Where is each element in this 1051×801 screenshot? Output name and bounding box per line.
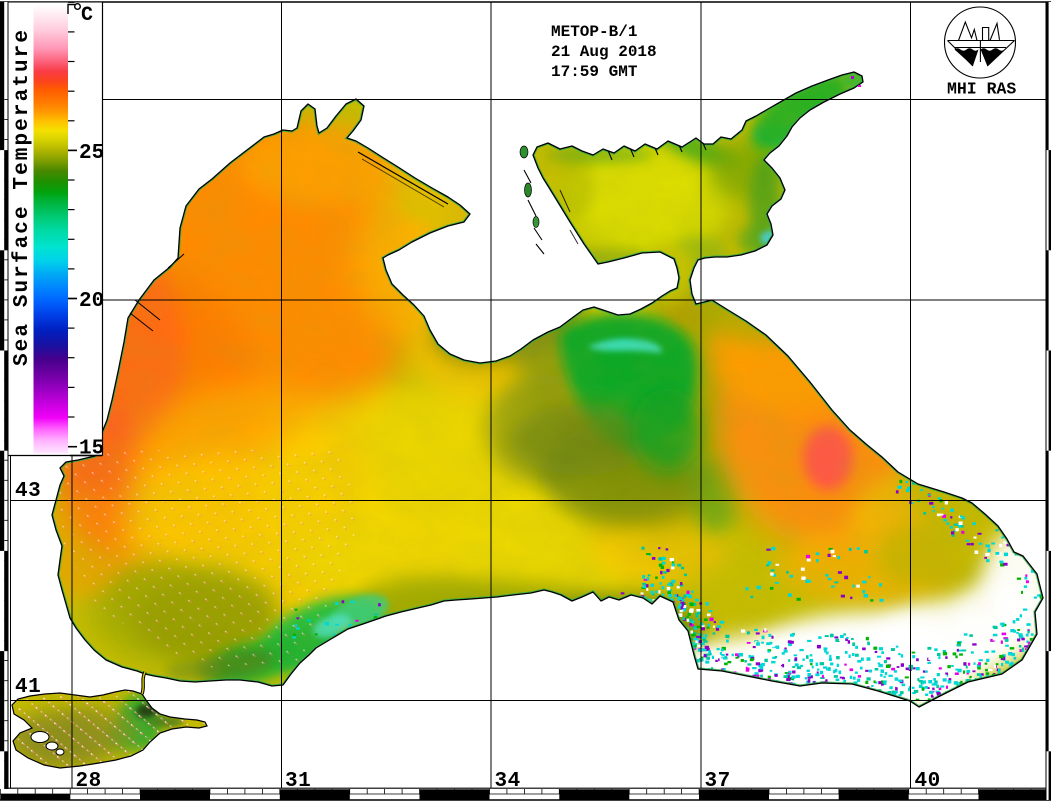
svg-text:METOP-B/1: METOP-B/1 (551, 23, 637, 41)
svg-text:43: 43 (15, 480, 41, 503)
svg-text:20: 20 (79, 290, 104, 313)
svg-text:25: 25 (79, 142, 104, 165)
svg-text:40: 40 (915, 770, 941, 793)
svg-text:C: C (81, 4, 93, 27)
svg-text:31: 31 (285, 770, 311, 793)
svg-text:37: 37 (705, 770, 731, 793)
svg-text:21 Aug 2018: 21 Aug 2018 (551, 43, 657, 61)
svg-text:15: 15 (79, 438, 104, 461)
svg-text:28: 28 (76, 770, 102, 793)
svg-text:MHI RAS: MHI RAS (947, 80, 1016, 99)
svg-text:Sea Surface Temperature: Sea Surface Temperature (11, 30, 34, 366)
svg-text:17:59 GMT: 17:59 GMT (551, 63, 638, 81)
svg-text:41: 41 (15, 676, 41, 699)
svg-text:34: 34 (495, 770, 521, 793)
